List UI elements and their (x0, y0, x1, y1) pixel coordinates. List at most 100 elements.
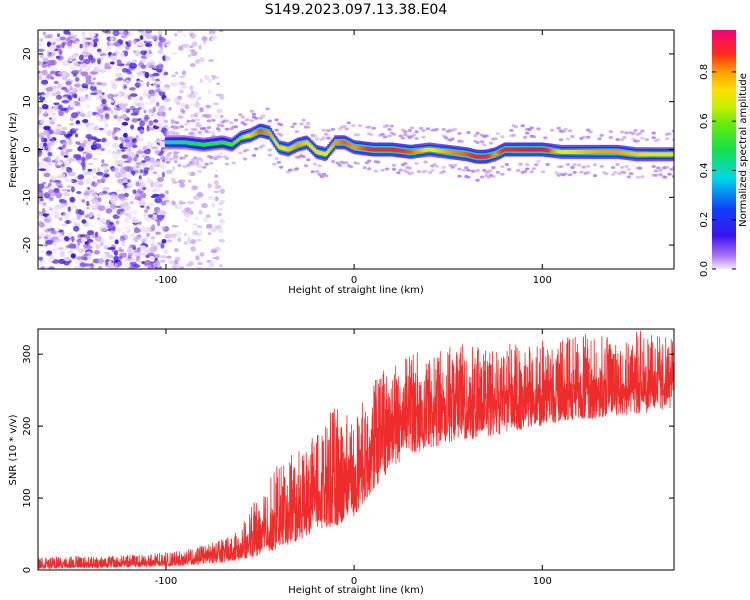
ridge-segment (327, 148, 330, 153)
ridge-segment (589, 149, 593, 154)
ridge-segment (195, 141, 198, 146)
spectrogram-y-ticks: -20 -10 0 10 20 (22, 48, 674, 253)
ridge-segment (374, 147, 378, 152)
noise-spot (113, 266, 118, 269)
noise-spot (69, 101, 75, 108)
noise-spot (79, 113, 86, 118)
noise-spot (115, 194, 120, 200)
noise-spot (47, 151, 53, 157)
noise-spot (137, 228, 142, 233)
noise-spot (90, 263, 94, 267)
noise-spot (58, 258, 66, 264)
noise-spot (137, 80, 141, 84)
noise-spot (154, 140, 163, 143)
noise-spot (77, 146, 85, 152)
ridge-segment (369, 147, 373, 152)
ridge-sideband (475, 178, 480, 182)
noise-spot (66, 166, 71, 170)
noise-spot (144, 71, 150, 79)
noise-spot (123, 132, 128, 139)
noise-spot (66, 189, 71, 192)
noise-spot (118, 247, 122, 252)
ridge-segment (383, 147, 386, 152)
noise-spot (164, 43, 171, 47)
noise-spot (91, 46, 96, 51)
ridge-sideband (624, 131, 629, 135)
noise-spot (159, 164, 167, 169)
noise-spot (81, 156, 86, 163)
noise-spot (86, 200, 90, 207)
noise-spot (57, 83, 62, 89)
noise-spot (139, 120, 146, 127)
ridge-segment (329, 146, 332, 151)
ridge-segment (620, 150, 623, 155)
noise-spot (66, 39, 71, 42)
ridge-segment (576, 149, 579, 154)
ridge-sideband (258, 116, 263, 120)
ridge-segment (610, 149, 613, 154)
noise-spot (213, 190, 220, 194)
ridge-sideband (608, 136, 613, 139)
noise-spot (179, 85, 187, 90)
noise-spot (85, 121, 90, 128)
ridge-sideband (215, 127, 221, 131)
ridge-segment (454, 150, 457, 155)
noise-spot (196, 266, 203, 269)
ridge-sideband (181, 156, 187, 160)
noise-spot (211, 248, 218, 254)
noise-spot (178, 266, 185, 269)
noise-spot (110, 94, 119, 97)
noise-spot (195, 59, 200, 64)
ridge-segment (522, 147, 525, 152)
ridge-sideband (671, 174, 674, 178)
ridge-sideband (274, 157, 279, 160)
noise-spot (160, 154, 164, 161)
noise-spot (43, 142, 48, 147)
noise-spot (126, 229, 131, 233)
noise-spot (70, 204, 78, 209)
ridge-segment (478, 154, 481, 159)
ridge-sideband (475, 169, 480, 172)
noise-spot (90, 92, 98, 96)
ridge-sideband (624, 165, 629, 168)
ridge-segment (305, 140, 308, 145)
y-tick-label: 0 (22, 146, 33, 152)
ridge-segment (212, 141, 215, 146)
ridge-sideband (599, 164, 604, 168)
noise-spot (85, 95, 92, 102)
ridge-sideband (254, 147, 259, 151)
noise-spot (218, 201, 224, 206)
noise-spot (78, 210, 85, 216)
noise-spot (81, 219, 87, 224)
noise-spot (87, 142, 95, 146)
ridge-sideband (667, 172, 672, 176)
noise-spot (51, 112, 56, 117)
noise-spot (158, 34, 163, 41)
ridge-segment (408, 149, 412, 154)
noise-spot (77, 241, 81, 246)
ridge-segment (271, 135, 274, 140)
ridge-sideband (312, 162, 318, 166)
noise-spot (190, 102, 195, 108)
ridge-segment (527, 147, 530, 152)
noise-spot (133, 39, 138, 45)
noise-spot (89, 203, 95, 209)
noise-spot (38, 60, 43, 66)
noise-spot (46, 50, 50, 55)
noise-spot (62, 72, 66, 77)
noise-spot (123, 166, 132, 172)
ridge-segment (169, 140, 173, 145)
noise-spot (151, 239, 156, 243)
ridge-sideband (391, 132, 397, 136)
ridge-segment (364, 146, 368, 151)
ridge-sideband (619, 130, 625, 134)
noise-spot (199, 252, 205, 257)
ridge-sideband (581, 165, 586, 169)
noise-spot (87, 230, 95, 236)
ridge-segment (468, 152, 471, 157)
ridge-sideband (233, 125, 239, 129)
noise-spot (164, 195, 169, 199)
noise-spot (161, 171, 165, 178)
noise-spot (117, 77, 124, 80)
